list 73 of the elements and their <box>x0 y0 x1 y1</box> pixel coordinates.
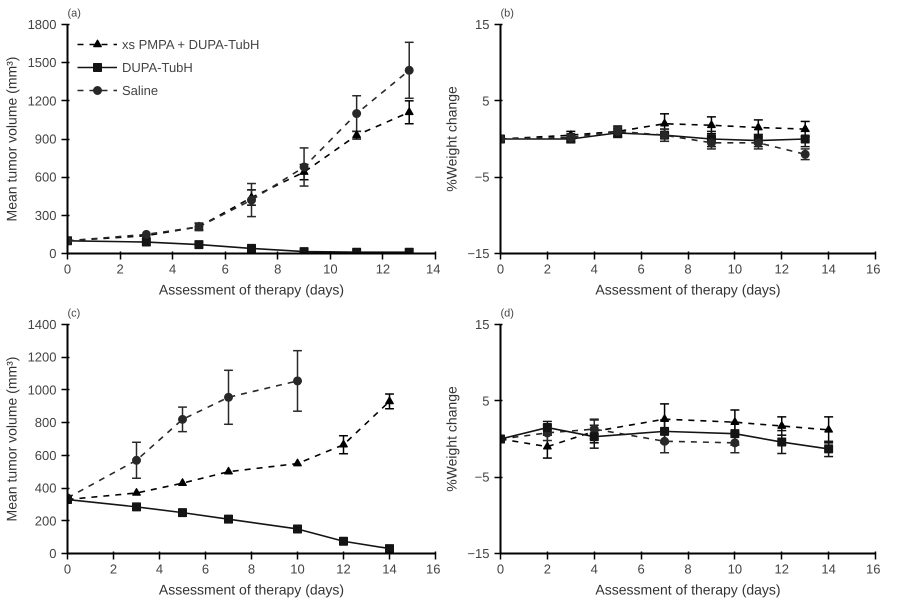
y-tick-label: 1000 <box>28 382 56 398</box>
y-tick-label: 5 <box>482 93 490 108</box>
y-tick-label: 0 <box>49 546 57 561</box>
legend-label: xs PMPA + DUPA-TubH <box>122 36 260 52</box>
y-tick-label: 1500 <box>28 55 56 70</box>
x-tick-label: 6 <box>222 262 229 276</box>
x-tick-label: 2 <box>116 262 124 276</box>
x-tick-label: 14 <box>821 262 836 276</box>
x-tick-label: 4 <box>156 562 164 576</box>
x-tick-label: 16 <box>426 562 441 576</box>
x-tick-label: 16 <box>866 262 881 276</box>
y-tick-label: 200 <box>34 513 57 528</box>
x-axis-title: Assessment of therapy (days) <box>158 282 344 298</box>
x-tick-label: 4 <box>590 262 598 276</box>
y-tick-label: −15 <box>467 246 490 261</box>
x-axis-title: Assessment of therapy (days) <box>158 582 344 598</box>
x-tick-label: 14 <box>426 262 441 276</box>
x-tick-label: 10 <box>323 262 338 276</box>
x-tick-label: 6 <box>638 562 645 576</box>
y-tick-label: 600 <box>34 170 57 185</box>
x-tick-label: 10 <box>728 262 742 276</box>
y-axis-title: %Weight change <box>443 86 460 192</box>
y-tick-label: 5 <box>482 393 490 408</box>
y-tick-label: 600 <box>34 448 57 463</box>
x-tick-label: 12 <box>336 562 351 576</box>
y-tick-label: 1200 <box>28 350 56 365</box>
chart-title: (d) <box>500 308 514 320</box>
y-tick-label: 400 <box>34 480 57 496</box>
x-tick-label: 0 <box>64 262 72 276</box>
x-tick-label: 0 <box>64 562 72 576</box>
x-tick-label: 12 <box>774 262 789 276</box>
y-tick-label: 300 <box>34 208 57 223</box>
x-tick-label: 6 <box>202 562 210 576</box>
legend-label: DUPA-TubH <box>122 60 193 74</box>
x-tick-label: 0 <box>496 262 504 276</box>
x-tick-label: 16 <box>866 562 881 576</box>
x-tick-label: 6 <box>638 262 645 276</box>
x-tick-label: 8 <box>248 562 256 576</box>
x-axis-title: Assessment of therapy (days) <box>595 282 781 298</box>
y-tick-label: 800 <box>34 415 57 430</box>
y-axis-title: %Weight change <box>443 386 460 492</box>
y-tick-label: 1400 <box>28 317 56 332</box>
x-tick-label: 12 <box>376 262 390 276</box>
x-tick-label: 4 <box>169 262 176 276</box>
legend-label: Saline <box>122 82 158 98</box>
x-tick-label: 14 <box>821 562 836 576</box>
y-axis-title: Mean tumor volume (mm³) <box>4 356 20 522</box>
chart-title: (c) <box>68 308 80 320</box>
x-tick-label: 0 <box>496 562 504 576</box>
x-axis-title: Assessment of therapy (days) <box>595 582 781 598</box>
x-tick-label: 2 <box>110 562 118 576</box>
x-tick-label: 12 <box>774 562 789 576</box>
x-tick-label: 10 <box>728 562 742 576</box>
chart-title: (a) <box>68 8 81 20</box>
y-tick-label: −15 <box>467 546 490 561</box>
x-tick-label: 8 <box>684 262 692 276</box>
y-tick-label: 900 <box>34 132 57 146</box>
x-tick-label: 10 <box>290 562 305 576</box>
x-tick-label: 2 <box>544 562 551 576</box>
y-tick-label: −5 <box>474 470 490 485</box>
y-tick-label: 0 <box>49 246 57 261</box>
y-axis-title: Mean tumor volume (mm³) <box>4 56 20 222</box>
y-tick-label: 1200 <box>28 93 56 108</box>
y-tick-label: 15 <box>475 17 490 32</box>
y-tick-label: 1800 <box>28 17 56 32</box>
x-tick-label: 2 <box>544 262 551 276</box>
x-tick-label: 14 <box>382 562 397 576</box>
x-tick-label: 4 <box>590 562 598 576</box>
y-tick-label: 15 <box>475 317 490 332</box>
x-tick-label: 8 <box>274 262 282 276</box>
x-tick-label: 8 <box>684 562 692 576</box>
chart-title: (b) <box>500 8 514 20</box>
y-tick-label: −5 <box>474 170 490 185</box>
